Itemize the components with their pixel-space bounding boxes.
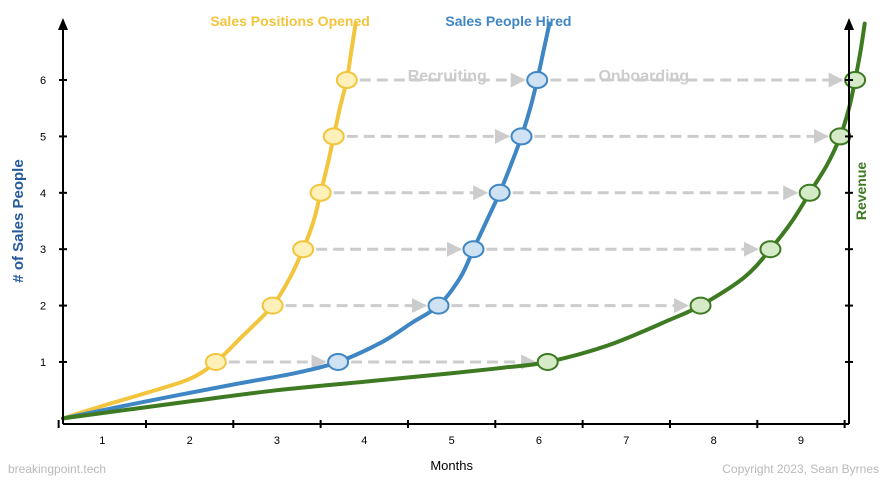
data-point-marker [309, 183, 332, 202]
data-point-marker [204, 352, 227, 371]
series-label: Sales People Hired [445, 13, 571, 29]
y-tick-label: 4 [40, 188, 46, 200]
x-tick-label: 5 [449, 435, 455, 447]
x-tick-label: 2 [187, 435, 193, 447]
data-point-marker [261, 296, 284, 315]
data-point-marker [759, 240, 782, 259]
series-label: Sales Positions Opened [210, 13, 370, 29]
data-point-marker [427, 296, 450, 315]
footer-copyright: Copyright 2023, Sean Byrnes [722, 462, 879, 476]
y-tick-label: 1 [40, 357, 46, 369]
arrow-layer [228, 72, 844, 370]
data-point-marker [689, 296, 712, 315]
y-tick-label: 3 [40, 244, 46, 256]
data-point-marker [335, 71, 358, 90]
data-point-marker [488, 183, 511, 202]
x-axis-title: Months [430, 458, 473, 473]
text-layer: 1 2 3 4 5 6 7 8 9 1 2 3 4 5 6 Months # of Sales People Re… [10, 13, 869, 473]
x-tick-label: 9 [798, 435, 804, 447]
y2-axis-title: Revenue [853, 162, 869, 221]
y-tick-label: 5 [40, 131, 46, 143]
data-point-marker [322, 127, 345, 146]
data-point-marker [327, 352, 350, 371]
x-tick-label: 4 [361, 435, 367, 447]
footer-site: breakingpoint.tech [8, 462, 107, 476]
y2-axis-arrow [844, 18, 854, 30]
y-tick-label: 6 [40, 75, 46, 87]
x-tick-label: 1 [99, 435, 105, 447]
y-axis-arrow [58, 18, 68, 30]
data-point-marker [292, 240, 315, 259]
x-tick-label: 7 [623, 435, 629, 447]
data-point-marker [798, 183, 821, 202]
x-tick-label: 6 [536, 435, 542, 447]
x-tick-label: 8 [711, 435, 717, 447]
data-point-marker [462, 240, 485, 259]
marker-layer [204, 71, 867, 371]
data-point-marker [536, 352, 559, 371]
data-point-marker [526, 71, 549, 90]
axes-layer [57, 18, 854, 428]
y-axis-title: # of Sales People [10, 159, 27, 282]
data-point-marker [510, 127, 533, 146]
phase-label: Onboarding [598, 68, 689, 85]
phase-label: Recruiting [408, 68, 487, 85]
series-line-1 [61, 21, 552, 421]
x-tick-label: 3 [274, 435, 280, 447]
y-tick-label: 2 [40, 301, 46, 313]
